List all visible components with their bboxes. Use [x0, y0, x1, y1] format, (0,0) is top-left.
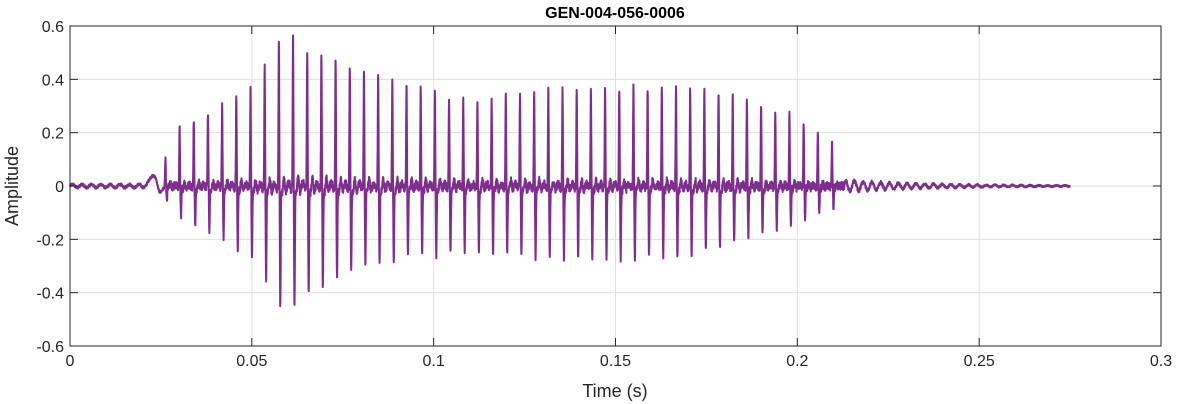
- y-tick-label: 0: [55, 179, 64, 196]
- x-axis-label: Time (s): [582, 381, 647, 401]
- y-axis-label: Amplitude: [2, 146, 22, 226]
- chart-title: GEN-004-056-0006: [545, 5, 685, 22]
- x-tick-label: 0.15: [600, 353, 631, 370]
- x-tick-label: 0.25: [964, 353, 995, 370]
- x-tick-label: 0: [66, 353, 75, 370]
- x-tick-label: 0.1: [423, 353, 445, 370]
- y-tick-label: 0.4: [42, 72, 64, 89]
- y-tick-label: 0.2: [42, 126, 64, 143]
- y-axis-ticks: -0.6 -0.4 -0.2 0 0.2 0.4 0.6: [36, 19, 1161, 356]
- waveform-line: [69, 34, 1071, 308]
- y-tick-label: 0.6: [42, 19, 64, 36]
- x-tick-label: 0.3: [1150, 353, 1172, 370]
- y-tick-label: -0.2: [36, 232, 64, 249]
- y-tick-label: -0.6: [36, 339, 64, 356]
- x-axis-ticks: 0 0.05 0.1 0.15 0.2 0.25 0.3: [66, 26, 1172, 370]
- waveform-trace-group: [69, 34, 1071, 308]
- y-tick-label: -0.4: [36, 286, 64, 303]
- x-tick-label: 0.05: [236, 353, 267, 370]
- x-tick-label: 0.2: [786, 353, 808, 370]
